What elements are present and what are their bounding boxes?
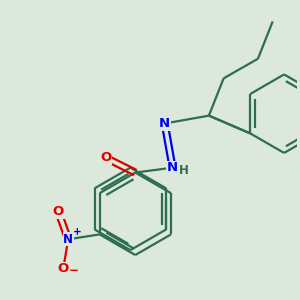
Text: O: O <box>53 205 64 218</box>
Text: N: N <box>159 117 170 130</box>
Text: +: + <box>73 227 81 237</box>
Text: N: N <box>167 161 178 174</box>
Text: −: − <box>69 264 79 277</box>
Text: O: O <box>58 262 69 275</box>
Text: H: H <box>178 164 188 177</box>
Text: O: O <box>100 152 112 164</box>
Text: N: N <box>63 233 73 246</box>
